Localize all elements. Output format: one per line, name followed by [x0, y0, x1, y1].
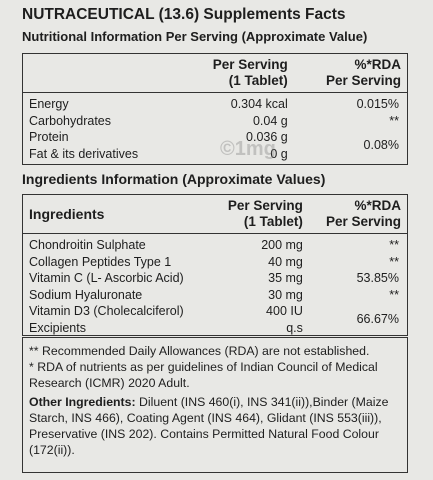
cell: 0.304 kcal — [230, 97, 288, 111]
row: Sodium Hyaluronate 30 mg ** — [23, 287, 407, 304]
header-text: Per Serving — [212, 57, 288, 72]
header-cell — [23, 54, 181, 93]
cell: Excipients — [29, 320, 86, 335]
other-ingredients: Other Ingredients: Diluent (INS 460(i), … — [29, 394, 401, 458]
cell: 0.04 g — [252, 113, 288, 128]
note: ** Recommended Daily Allowances (RDA) ar… — [29, 344, 370, 358]
cell: Fat & its derivatives — [29, 146, 139, 161]
cell: 200 mg — [261, 238, 303, 252]
cell: 35 mg — [268, 271, 303, 285]
cell: ** — [389, 287, 399, 302]
cell: ** — [389, 238, 399, 252]
cell: 66.67% — [356, 312, 399, 327]
cell: Vitamin D3 (Cholecalciferol) — [29, 304, 184, 318]
cell: Carbohydrates — [29, 113, 111, 128]
other-text: Diluent (INS 460(i), INS 341(ii)),Binder… — [29, 395, 389, 457]
header-text: Per Serving — [325, 73, 401, 88]
row: Carbohydrates 0.04 g ** — [23, 113, 407, 130]
header-text: Per Serving — [325, 214, 401, 229]
row: Excipients q.s — [23, 320, 407, 337]
cell: 0.036 g — [246, 130, 288, 144]
header-row: Ingredients Per Serving (1 Tablet) %*RDA Per… — [23, 195, 407, 234]
header-text: (1 Tablet) — [243, 214, 303, 229]
row: Protein 0.036 g 0.08% — [23, 129, 407, 152]
header-cell: Per Serving (1 Tablet) — [180, 54, 294, 93]
header-text: %*RDA — [354, 198, 401, 213]
row: Collagen Peptides Type 1 40 mg ** — [23, 254, 407, 271]
cell: q.s — [286, 320, 303, 335]
title: NUTRACEUTICAL (13.6) Supplements Facts — [22, 6, 346, 23]
nutrition-table: Per Serving (1 Tablet) %*RDA Per Serving Ene… — [23, 54, 407, 162]
cell: Vitamin C (L- Ascorbic Acid) — [29, 271, 184, 285]
header-cell: Ingredients — [23, 195, 211, 234]
notes-box: ** Recommended Daily Allowances (RDA) ar… — [22, 337, 408, 473]
cell: 0.015% — [356, 97, 399, 111]
header-cell: %*RDA Per Serving — [293, 54, 407, 93]
row: Fat & its derivatives 0 g — [23, 146, 407, 163]
cell: 0 g — [270, 146, 288, 161]
nutrition-box: Per Serving (1 Tablet) %*RDA Per Serving Ene… — [22, 53, 408, 165]
cell: ** — [389, 254, 399, 269]
section-title: Ingredients Information (Approximate Val… — [22, 171, 326, 187]
cell: Collagen Peptides Type 1 — [29, 254, 172, 269]
cell: ** — [389, 113, 399, 128]
header-row: Per Serving (1 Tablet) %*RDA Per Serving — [23, 54, 407, 93]
row: Vitamin C (L- Ascorbic Acid) 35 mg 53.85% — [23, 270, 407, 287]
cell: 0.08% — [363, 138, 399, 153]
cell: Energy — [29, 97, 69, 111]
cell: Protein — [29, 130, 69, 144]
cell: 400 IU — [266, 304, 303, 318]
header-cell: Per Serving (1 Tablet) — [210, 195, 309, 234]
watermark: ©1mg — [220, 138, 276, 160]
header-text: Per Serving — [227, 198, 303, 213]
cell: 40 mg — [268, 254, 303, 269]
cell: 53.85% — [356, 271, 399, 285]
note: * RDA of nutrients as per guidelines of … — [29, 360, 378, 390]
ingredients-table: Ingredients Per Serving (1 Tablet) %*RDA Per… — [23, 195, 407, 336]
row: Energy 0.304 kcal 0.015% — [23, 93, 407, 113]
cell: Chondroitin Sulphate — [29, 238, 146, 252]
header-text: %*RDA — [354, 57, 401, 72]
other-label: Other Ingredients: — [29, 395, 136, 409]
subtitle: Nutritional Information Per Serving (App… — [22, 29, 368, 44]
ingredients-box: Ingredients Per Serving (1 Tablet) %*RDA Per… — [22, 194, 408, 336]
row: Chondroitin Sulphate 200 mg ** — [23, 234, 407, 254]
cell: Sodium Hyaluronate — [29, 287, 143, 302]
row: Vitamin D3 (Cholecalciferol) 400 IU 66.67% — [23, 303, 407, 326]
header-cell: %*RDA Per Serving — [308, 195, 407, 234]
header-text: (1 Tablet) — [228, 73, 288, 88]
cell: 30 mg — [268, 287, 303, 302]
